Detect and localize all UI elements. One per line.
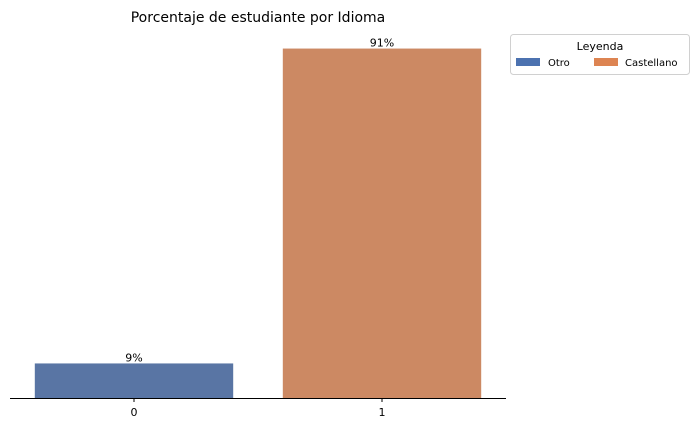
legend-label-otro: Otro [548,58,570,69]
data-label-1: 91% [370,37,394,50]
chart-title: Porcentaje de estudiante por Idioma [131,10,386,26]
legend-swatch-castellano [594,58,618,66]
legend-swatch-otro [516,58,540,66]
bar-1 [282,48,482,399]
x-tick-label-0: 0 [131,406,138,419]
legend-frame [510,34,690,75]
value-labels-group: 9% 91% [125,37,394,365]
bars-group [34,48,482,399]
data-label-0: 9% [125,351,142,364]
legend-label-castellano: Castellano [625,58,678,69]
bar-0 [34,363,234,398]
x-tick-label-1: 1 [379,406,386,419]
legend: Leyenda Otro Castellano [510,34,690,75]
legend-title: Leyenda [577,40,624,53]
